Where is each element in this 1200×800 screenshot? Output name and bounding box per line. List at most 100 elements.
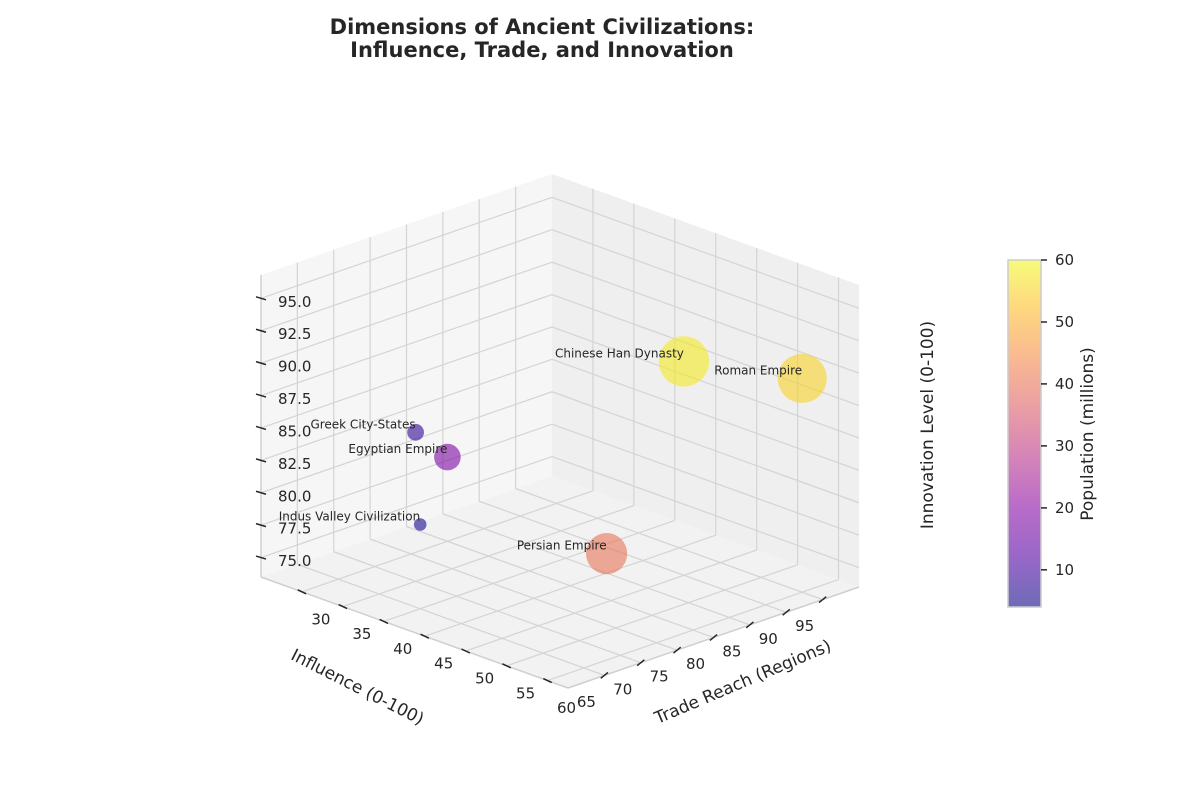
z-tick-mark [255,296,267,301]
grid-line-y-floor [506,564,798,667]
x-tick-mark [782,608,791,616]
data-points [407,336,827,575]
z-tick-mark [255,393,267,398]
chart-title-line-2: Influence, Trade, and Innovation [350,38,734,62]
colorbar-tick-label: 60 [1055,251,1074,269]
grid-line-z-right [551,358,860,471]
point-greek-city-states [407,423,424,441]
colorbar-label: Population (millions) [1078,347,1098,520]
y-tick-mark [543,677,553,684]
x-tick-label: 75 [650,668,669,686]
grid-line-z-left [260,196,553,299]
z-tick-mark [255,458,267,463]
point-label-egyptian-empire: Egyptian Empire [348,442,447,456]
grid-line-y-floor [547,579,839,682]
x-tick-mark [600,671,609,679]
z-tick-label: 87.5 [278,390,311,408]
grid-line-z-right [551,229,860,342]
x-tick-mark [673,646,682,654]
y-tick-label: 50 [475,670,494,688]
x-tick-label: 85 [722,642,741,660]
grid-line-z-left [260,423,553,526]
y-tick-label: 35 [352,625,371,643]
x-tick-mark [709,634,718,641]
grid-line-y-floor [424,534,716,637]
y-tick-label: 60 [557,699,576,717]
point-label-greek-city-states: Greek City-States [310,417,415,431]
chart-title-line-1: Dimensions of Ancient Civilizations: [330,15,755,39]
x-axis-label: Influence (0-100) [288,645,428,729]
y-tick-mark [379,618,389,625]
point-label-chinese-han-dynasty: Chinese Han Dynasty [555,346,684,360]
z-tick-label: 77.5 [278,520,311,538]
z-tick-label: 85.0 [278,422,311,440]
point-labels: Roman Empire Chinese Han Dynasty Egyptian … [279,346,803,552]
z-tick-label: 82.5 [278,455,311,473]
grid-line-z-right [551,391,860,504]
colorbar: 10 20 30 40 50 60 [1007,251,1074,608]
point-persian-empire [586,533,628,575]
x-tick-label: 70 [613,680,632,698]
y-tick-label: 30 [311,610,330,628]
y-tick-mark [461,648,471,654]
z-tick-label: 80.0 [278,487,311,505]
grid-line-y-floor [342,505,635,608]
grid-lines [260,186,860,682]
colorbar-tick-label: 20 [1055,499,1074,517]
grid-line-x-floor [479,500,787,613]
axis-lines: 65 70 75 80 85 90 95 30 35 40 45 50 55 60 75.0 77.5 80.0… [255,275,860,717]
colorbar-tick-label: 40 [1055,375,1074,393]
grid-line-x-floor [297,563,605,676]
y-axis-line [260,576,569,689]
y-tick-mark [420,633,430,639]
grid-line-z-right [551,196,860,309]
z-tick-mark [255,522,267,528]
grid-line-z-left [260,293,553,397]
grid-line-y-floor [465,549,757,652]
point-label-indus-valley-civilization: Indus Valley Civilization [279,510,421,524]
colorbar-tick-label: 30 [1055,437,1074,455]
y-tick-mark [297,589,307,595]
grid-line-z-left [260,326,553,429]
point-egyptian-empire [434,443,461,471]
x-tick-label: 95 [795,617,814,635]
grid-line-z-left [260,358,553,461]
x-tick-mark [745,621,754,629]
grid-line-z-left [260,229,553,332]
z-axis-label: Innovation Level (0-100) [918,321,938,529]
point-roman-empire [777,353,827,403]
x-tick-label: 80 [686,655,705,673]
z-tick-label: 95.0 [278,293,311,311]
z-tick-label: 92.5 [278,325,311,343]
x-tick-label: 90 [759,630,778,648]
x-tick-mark [818,596,827,604]
point-label-roman-empire: Roman Empire [714,363,802,377]
colorbar-gradient [1007,259,1042,608]
y-tick-label: 40 [393,640,412,658]
y-tick-label: 45 [434,655,453,673]
grid-line-x-floor [406,525,714,639]
grid-line-y-floor [383,519,675,622]
x-tick-mark [636,659,645,667]
colorbar-tick-label: 10 [1055,561,1074,579]
grid-line-z-left [260,261,553,364]
grid-line-z-left [260,391,553,494]
point-label-persian-empire: Persian Empire [517,539,607,553]
z-tick-mark [255,490,267,495]
z-tick-mark [255,360,267,366]
y-tick-label: 55 [516,684,535,702]
point-indus-valley-civilization [413,518,427,531]
point-chinese-han-dynasty [658,336,710,387]
grid-line-z-right [551,455,860,569]
grid-line-z-right [551,423,860,536]
grid-line-x-floor [333,551,641,664]
z-tick-label: 90.0 [278,358,311,376]
z-tick-label: 75.0 [278,552,311,570]
x-tick-label: 65 [577,693,596,711]
y-tick-mark [338,603,348,610]
z-tick-mark [255,425,267,431]
z-tick-mark [255,555,267,560]
z-tick-mark [255,328,267,333]
